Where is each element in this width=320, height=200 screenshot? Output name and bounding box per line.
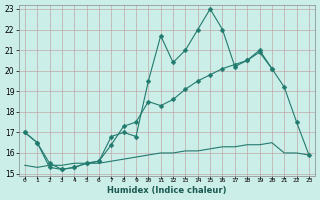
- X-axis label: Humidex (Indice chaleur): Humidex (Indice chaleur): [107, 186, 227, 195]
